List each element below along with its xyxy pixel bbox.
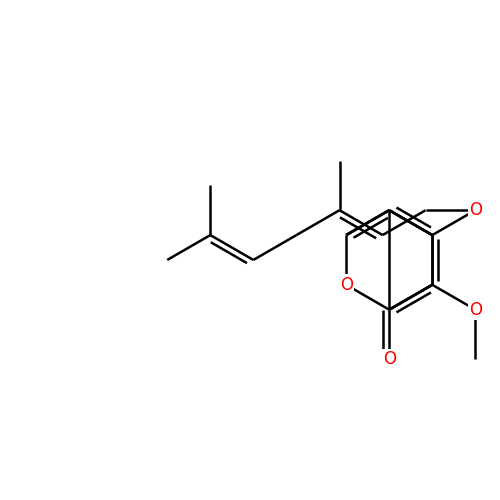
Text: O: O bbox=[340, 276, 352, 294]
Text: O: O bbox=[469, 201, 482, 219]
Text: O: O bbox=[469, 300, 482, 318]
Text: O: O bbox=[382, 350, 396, 368]
